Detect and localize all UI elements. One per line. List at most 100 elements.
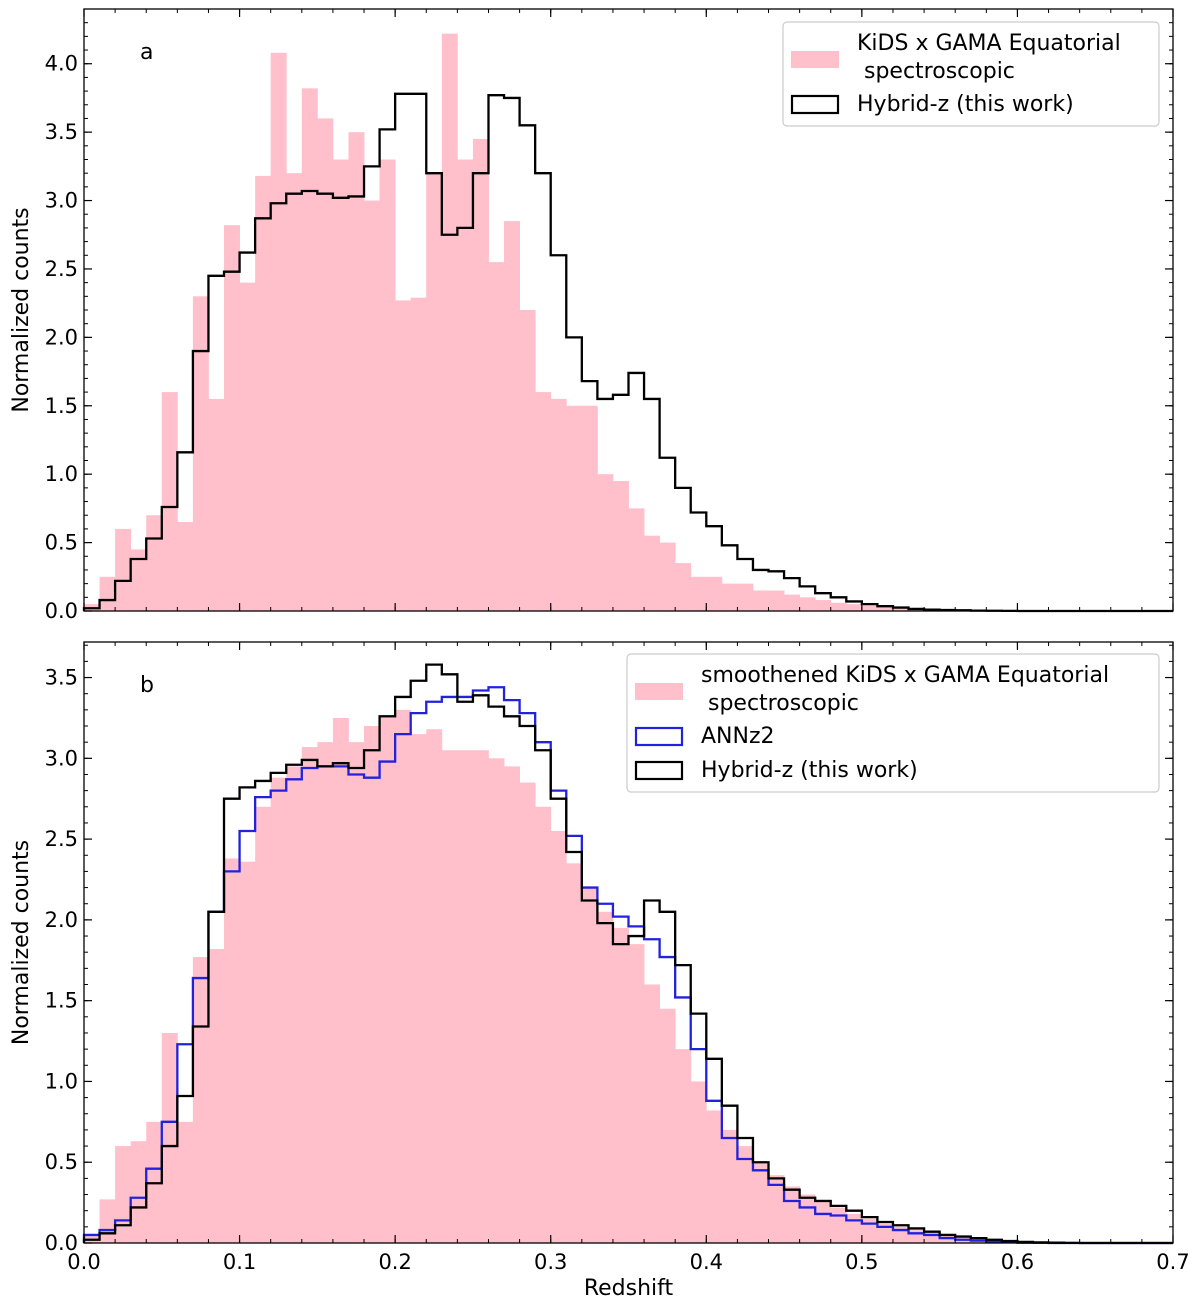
hist-bar bbox=[208, 948, 225, 1243]
hist-bar bbox=[675, 563, 692, 611]
hist-bar bbox=[364, 200, 380, 612]
hist-bar bbox=[519, 310, 536, 611]
hist-bar bbox=[566, 405, 583, 611]
legend-box bbox=[626, 653, 1160, 793]
legend-label: spectroscopic bbox=[708, 691, 859, 716]
hist-bar bbox=[737, 1146, 754, 1243]
legend-swatch-filled bbox=[635, 683, 683, 700]
hist-bar bbox=[877, 1223, 894, 1243]
hist-bar bbox=[177, 1121, 194, 1243]
hist-bar bbox=[861, 605, 878, 611]
hist-bar bbox=[192, 957, 209, 1243]
hist-bar bbox=[457, 159, 474, 611]
y-tick-label: 2.5 bbox=[45, 257, 78, 281]
y-tick-label: 1.0 bbox=[45, 462, 78, 486]
hist-bar bbox=[659, 1008, 676, 1243]
hist-bar bbox=[721, 1129, 738, 1243]
legend-label: Hybrid-z (this work) bbox=[701, 758, 918, 783]
panel-a bbox=[82, 8, 1174, 613]
hist-bar bbox=[721, 583, 738, 611]
hist-bar bbox=[550, 398, 567, 611]
hist-bar bbox=[379, 159, 396, 611]
hist-bar bbox=[472, 138, 489, 612]
hist-bar bbox=[441, 33, 458, 611]
hist-bar bbox=[332, 159, 349, 611]
legend-swatch-filled bbox=[791, 51, 839, 68]
hist-bar bbox=[830, 602, 847, 611]
hist-bar bbox=[441, 750, 458, 1243]
hist-bar bbox=[426, 729, 443, 1243]
hist-bar bbox=[628, 944, 645, 1243]
hist-bar bbox=[255, 175, 272, 612]
hist-bar bbox=[924, 1233, 941, 1243]
hist-bar bbox=[457, 750, 474, 1243]
hist-bar bbox=[161, 392, 178, 611]
hist-bar bbox=[224, 858, 240, 1243]
hist-bar bbox=[379, 717, 396, 1243]
hist-bar bbox=[130, 549, 147, 611]
hist-bar bbox=[612, 927, 629, 1243]
hist-bar bbox=[410, 297, 427, 611]
y-tick-label: 0.0 bbox=[45, 599, 78, 623]
hist-bar bbox=[830, 1207, 847, 1243]
hist-bar bbox=[332, 717, 349, 1243]
x-tick-label: 0.3 bbox=[534, 1250, 567, 1274]
hist-bar bbox=[161, 1032, 178, 1243]
hist-bar bbox=[286, 173, 303, 611]
hist-bar bbox=[799, 597, 816, 611]
y-tick-label: 2.5 bbox=[45, 827, 78, 851]
axes-frame bbox=[83, 641, 1174, 1244]
hist-bar bbox=[99, 1199, 116, 1243]
hist-bar bbox=[504, 221, 520, 611]
hist-bar bbox=[597, 474, 614, 611]
panel-label: a bbox=[140, 40, 153, 65]
hist-bar bbox=[877, 606, 894, 611]
hist-bar bbox=[690, 576, 707, 611]
hist-bar bbox=[426, 173, 443, 611]
hist-bar bbox=[192, 296, 209, 611]
hist-bar bbox=[690, 1081, 707, 1243]
hist-bar bbox=[706, 1110, 723, 1243]
hist-bar bbox=[784, 1186, 801, 1243]
y-tick-label: 1.5 bbox=[45, 989, 78, 1013]
hist-bar bbox=[130, 1141, 147, 1243]
hist-bar bbox=[784, 594, 801, 611]
x-tick-label: 0.0 bbox=[67, 1250, 100, 1274]
hist-bar bbox=[846, 1213, 863, 1243]
x-tick-label: 0.5 bbox=[845, 1250, 878, 1274]
step-line-hybrid-z bbox=[82, 663, 1173, 1245]
y-tick-label: 0.5 bbox=[45, 1150, 78, 1174]
step-line-hybrid-z bbox=[82, 92, 1173, 613]
hist-bar bbox=[317, 118, 334, 611]
hist-bar bbox=[301, 88, 318, 612]
hist-bar bbox=[550, 831, 567, 1243]
hist-bar bbox=[675, 1049, 692, 1243]
hist-bar bbox=[752, 1162, 769, 1243]
hist-bar bbox=[815, 1199, 832, 1243]
legend bbox=[626, 653, 1160, 793]
legend-box bbox=[782, 21, 1160, 127]
x-tick-label: 0.7 bbox=[1156, 1250, 1189, 1274]
hist-bar bbox=[270, 777, 287, 1243]
hist-bar bbox=[255, 806, 272, 1243]
hist-bar bbox=[364, 726, 380, 1243]
hist-bar bbox=[239, 282, 256, 611]
hist-bar bbox=[597, 911, 614, 1243]
x-tick-label: 0.4 bbox=[690, 1250, 723, 1274]
x-axis-label: Redshift bbox=[584, 1276, 674, 1301]
hist-bar bbox=[208, 398, 225, 611]
hist-bar bbox=[488, 758, 505, 1243]
hist-bar bbox=[348, 742, 365, 1243]
hist-bar bbox=[270, 52, 287, 611]
hist-bar bbox=[737, 583, 754, 611]
legend-label: smoothened KiDS x GAMA Equatorial bbox=[701, 663, 1109, 688]
legend-label: ANNz2 bbox=[701, 724, 775, 749]
y-tick-label: 1.5 bbox=[45, 394, 78, 418]
hist-bar bbox=[846, 604, 863, 611]
hist-bar bbox=[908, 1230, 925, 1243]
y-axis-label: Normalized counts bbox=[9, 840, 34, 1045]
hist-bar bbox=[115, 1146, 132, 1243]
panel-b bbox=[82, 641, 1174, 1245]
y-tick-label: 4.0 bbox=[45, 52, 78, 76]
